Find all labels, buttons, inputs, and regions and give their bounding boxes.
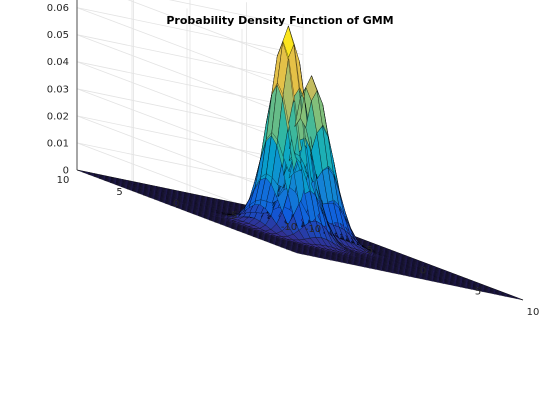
y-tick-label: 5 [116,187,122,198]
grid-line [127,0,298,64]
grid-line [76,61,304,110]
z-tick-label: 0.03 [47,84,69,95]
grid-line [76,34,298,119]
x-tick-label: 5 [475,286,481,297]
x-tick-label: 10 [527,307,540,318]
grid-line [76,34,304,83]
z-tick-label: 0.01 [47,138,69,149]
grid-line [76,7,298,91]
y-tick-label: -5 [228,210,238,221]
grid-line [76,7,304,55]
surface-patch [511,296,524,301]
z-tick-label: 0.02 [47,111,69,122]
z-tick-label: 0.04 [47,57,69,68]
y-tick-label: -10 [281,222,297,233]
grid-line [76,61,298,146]
y-tick-label: 10 [57,175,70,186]
x-tick-label: 0 [420,266,426,277]
grid-line [76,88,298,173]
z-tick-label: 0.05 [47,30,69,41]
x-tick-label: -10 [305,224,321,235]
gmm-surface [76,25,524,301]
z-tick-label: 0 [63,166,69,177]
tick-labels: 00.010.020.030.040.050.060.07-10-50510-1… [47,3,540,318]
chart-title: Probability Density Function of GMM [166,14,393,27]
z-tick-label: 0.06 [47,3,69,14]
y-tick-label: 0 [173,199,179,210]
grid-line [168,0,304,28]
x-tick-label: -5 [363,245,373,256]
